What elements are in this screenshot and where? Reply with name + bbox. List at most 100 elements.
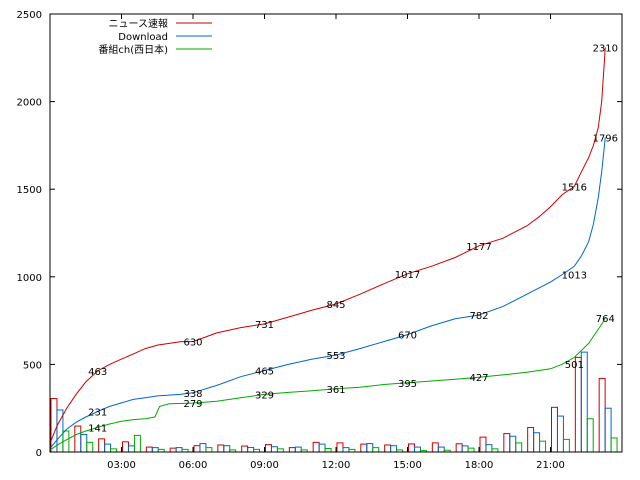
bar-3-4 (133, 434, 141, 453)
bar-3-22 (562, 438, 570, 453)
x-tick-label-4: 12:00 (322, 460, 351, 471)
bar-3-24 (610, 437, 618, 453)
y-tick-label-1: 0 (36, 448, 42, 459)
bar-2-9 (247, 446, 255, 453)
bar-1-23 (574, 356, 582, 453)
data-label-1-1: 463 (88, 367, 107, 378)
data-label-1-8: 2310 (593, 43, 618, 54)
bar-1-13 (336, 442, 344, 453)
bar-2-17 (437, 446, 445, 453)
data-label-3-7: 501 (565, 360, 584, 371)
data-label-3-3: 329 (255, 390, 274, 401)
data-label-1-2: 630 (183, 338, 202, 349)
x-tick-label-5: 15:00 (393, 460, 422, 471)
bar-1-20 (503, 433, 511, 453)
y-tick-label-4: 1500 (17, 185, 42, 196)
bar-3-14 (372, 447, 380, 453)
bar-2-16 (413, 446, 421, 453)
data-label-1-3: 731 (255, 320, 274, 331)
legend-label-2: Download (118, 32, 168, 43)
bar-1-11 (288, 447, 296, 453)
bar-3-21 (539, 440, 547, 453)
bar-2-6 (175, 447, 183, 453)
bar-2-2 (80, 433, 88, 453)
data-label-2-7: 1013 (562, 271, 587, 282)
bar-1-3 (98, 438, 106, 453)
data-label-3-2: 279 (183, 399, 202, 410)
series-line-3 (49, 317, 606, 451)
bar-2-11 (294, 446, 302, 453)
x-tick-label-1: 03:00 (107, 460, 136, 471)
bar-2-5 (151, 447, 159, 453)
bar-1-2 (74, 425, 82, 453)
bar-2-12 (318, 443, 326, 453)
data-label-3-5: 395 (398, 379, 417, 390)
bar-1-7 (193, 445, 201, 453)
legend-label-3: 番組ch(西日本) (98, 43, 168, 56)
bar-1-15 (384, 444, 392, 453)
legend-label-1: ニュース速報 (109, 18, 169, 30)
bar-1-22 (551, 406, 558, 453)
data-label-2-5: 670 (398, 331, 417, 342)
y-axis: 0 500 1000 1500 2000 2500 (17, 10, 622, 459)
y-tick-label-3: 1000 (17, 273, 42, 284)
bar-1-12 (312, 441, 320, 453)
data-label-3-6: 427 (469, 373, 488, 384)
data-label-2-8: 1796 (593, 133, 618, 144)
data-label-2-2: 338 (183, 389, 202, 400)
y-tick-label-6: 2500 (17, 10, 42, 21)
bar-1-18 (455, 443, 463, 453)
bar-3-2 (86, 441, 94, 453)
bar-2-8 (223, 445, 231, 453)
bar-2-15 (390, 445, 398, 453)
bar-1-4 (122, 441, 129, 453)
series-line-1 (49, 47, 606, 444)
bar-2-24 (604, 407, 612, 453)
data-label-2-6: 782 (469, 311, 488, 322)
bar-1-9 (241, 445, 249, 453)
data-label-1-5: 1017 (395, 270, 420, 281)
bar-1-24 (598, 377, 606, 453)
data-label-3-4: 361 (326, 385, 345, 396)
data-label-1-6: 1177 (466, 242, 491, 253)
bar-1-19 (479, 436, 487, 453)
bar-1-5 (145, 446, 153, 453)
data-label-3-1: 141 (88, 423, 107, 434)
data-label-1-4: 845 (326, 300, 345, 311)
bar-2-10 (270, 446, 278, 453)
bar-1-17 (431, 442, 439, 453)
bar-2-13 (342, 447, 350, 453)
x-tick-label-3: 09:00 (250, 460, 279, 471)
bar-1-16 (408, 443, 415, 453)
bar-2-7 (199, 443, 207, 453)
x-tick-label-7: 21:00 (536, 460, 565, 471)
data-label-3-8: 764 (596, 314, 615, 325)
bar-2-21 (533, 432, 541, 453)
bar-2-22 (556, 415, 564, 453)
y-tick-label-2: 500 (23, 360, 42, 371)
bar-1-8 (217, 444, 225, 453)
cumulative-lines (49, 47, 606, 451)
bar-2-20 (509, 435, 517, 453)
bar-3-18 (467, 447, 475, 453)
histogram-bars (50, 351, 618, 453)
data-label-2-4: 553 (326, 351, 345, 362)
data-label-2-3: 465 (255, 367, 274, 378)
x-tick-label-6: 18:00 (465, 460, 494, 471)
series-line-2 (49, 137, 606, 449)
bar-2-19 (485, 444, 493, 453)
data-label-1-7: 1516 (562, 182, 587, 193)
bar-3-7 (205, 447, 213, 453)
y-tick-label-5: 2000 (17, 98, 42, 109)
bar-3-20 (515, 442, 523, 453)
bar-1-10 (265, 444, 272, 453)
x-tick-label-2: 06:00 (179, 460, 208, 471)
x-axis: 03:00 06:00 09:00 12:00 15:00 18:00 21:00 (107, 14, 565, 471)
bar-1-21 (527, 426, 535, 453)
bar-3-23 (586, 418, 594, 453)
bar-2-14 (366, 443, 374, 453)
bar-3-12 (324, 447, 332, 453)
data-label-2-1: 231 (88, 408, 107, 419)
